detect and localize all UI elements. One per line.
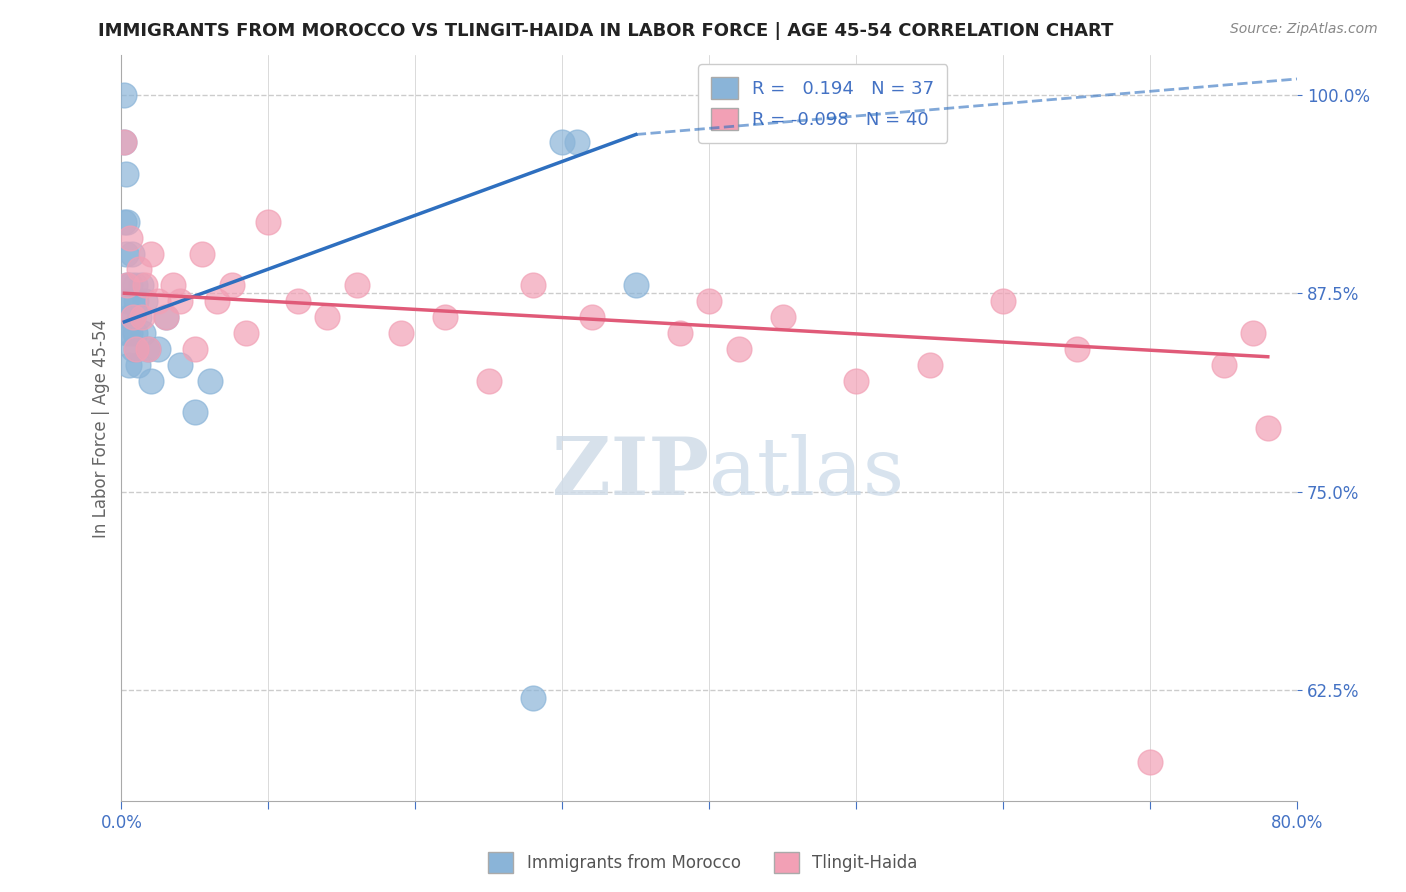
Point xyxy=(1066,342,1088,356)
Point xyxy=(221,278,243,293)
Point xyxy=(581,310,603,324)
Point xyxy=(132,326,155,340)
Point xyxy=(121,246,143,260)
Text: Source: ZipAtlas.com: Source: ZipAtlas.com xyxy=(1230,22,1378,37)
Point xyxy=(624,278,647,293)
Y-axis label: In Labor Force | Age 45-54: In Labor Force | Age 45-54 xyxy=(93,318,110,538)
Text: atlas: atlas xyxy=(709,434,904,512)
Point xyxy=(1212,358,1234,372)
Point xyxy=(155,310,177,324)
Point xyxy=(257,215,280,229)
Point xyxy=(118,310,141,324)
Point xyxy=(148,294,170,309)
Point xyxy=(389,326,412,340)
Point xyxy=(155,310,177,324)
Point xyxy=(115,246,138,260)
Point xyxy=(117,278,139,293)
Point xyxy=(184,405,207,419)
Point xyxy=(169,358,191,372)
Point xyxy=(162,278,184,293)
Point xyxy=(134,294,156,309)
Point xyxy=(115,167,138,181)
Point xyxy=(120,278,142,293)
Point xyxy=(117,278,139,293)
Point xyxy=(993,294,1015,309)
Point xyxy=(727,342,749,356)
Point xyxy=(120,230,142,244)
Point xyxy=(128,310,150,324)
Point xyxy=(184,342,207,356)
Point xyxy=(522,691,544,706)
Point xyxy=(118,358,141,372)
Point xyxy=(124,278,146,293)
Point xyxy=(134,278,156,293)
Point xyxy=(551,136,574,150)
Point xyxy=(122,342,145,356)
Point xyxy=(565,136,588,150)
Point xyxy=(112,136,135,150)
Point xyxy=(1257,421,1279,435)
Point xyxy=(845,374,868,388)
Legend: R =   0.194   N = 37, R = -0.098   N = 40: R = 0.194 N = 37, R = -0.098 N = 40 xyxy=(699,64,948,143)
Point xyxy=(128,262,150,277)
Point xyxy=(112,215,135,229)
Point xyxy=(148,342,170,356)
Text: IMMIGRANTS FROM MOROCCO VS TLINGIT-HAIDA IN LABOR FORCE | AGE 45-54 CORRELATION : IMMIGRANTS FROM MOROCCO VS TLINGIT-HAIDA… xyxy=(98,22,1114,40)
Point xyxy=(205,294,228,309)
Point xyxy=(115,294,138,309)
Point xyxy=(772,310,794,324)
Point xyxy=(697,294,720,309)
Point xyxy=(122,310,145,324)
Point xyxy=(478,374,501,388)
Point xyxy=(129,278,152,293)
Point xyxy=(522,278,544,293)
Point xyxy=(316,310,339,324)
Legend: Immigrants from Morocco, Tlingit-Haida: Immigrants from Morocco, Tlingit-Haida xyxy=(482,846,924,880)
Point xyxy=(198,374,221,388)
Point xyxy=(125,342,148,356)
Point xyxy=(120,326,142,340)
Point xyxy=(136,342,159,356)
Point xyxy=(112,136,135,150)
Text: ZIP: ZIP xyxy=(553,434,709,512)
Point xyxy=(125,342,148,356)
Point xyxy=(1241,326,1264,340)
Point xyxy=(112,87,135,102)
Point xyxy=(346,278,368,293)
Point xyxy=(125,294,148,309)
Point xyxy=(122,310,145,324)
Point xyxy=(287,294,309,309)
Point xyxy=(139,246,162,260)
Point xyxy=(169,294,191,309)
Point xyxy=(1139,755,1161,769)
Point xyxy=(121,294,143,309)
Point xyxy=(131,310,153,324)
Point xyxy=(117,326,139,340)
Point xyxy=(136,342,159,356)
Point xyxy=(191,246,214,260)
Point xyxy=(124,326,146,340)
Point xyxy=(669,326,692,340)
Point xyxy=(117,215,139,229)
Point xyxy=(139,374,162,388)
Point xyxy=(127,358,149,372)
Point xyxy=(433,310,456,324)
Point xyxy=(918,358,941,372)
Point xyxy=(235,326,257,340)
